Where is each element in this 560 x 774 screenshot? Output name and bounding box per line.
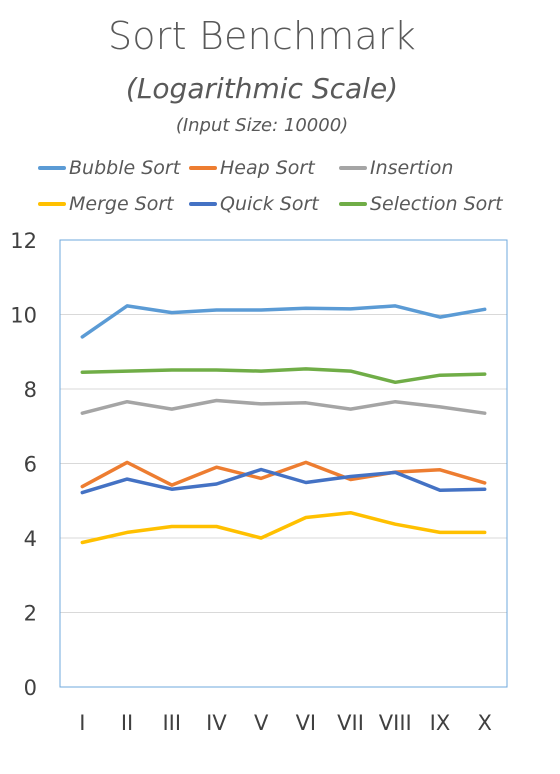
- legend-item-selection-sort: Selection Sort: [339, 193, 503, 215]
- x-tick-label: VII: [337, 711, 364, 735]
- legend-label: Heap Sort: [220, 157, 315, 179]
- legend-item-quick-sort: Quick Sort: [189, 193, 319, 215]
- legend-swatch: [38, 202, 66, 206]
- series-line-bubble-sort: [80, 304, 487, 339]
- chart-title: Sort Benchmark: [107, 14, 417, 58]
- legend-label: Merge Sort: [69, 193, 174, 215]
- legend-swatch: [38, 166, 66, 170]
- series-line-heap-sort: [80, 460, 487, 489]
- y-tick-label: 2: [24, 602, 37, 626]
- legend-label: Insertion: [370, 157, 454, 179]
- x-tick-label: V: [254, 711, 269, 735]
- series-line-merge-sort: [80, 510, 487, 545]
- series-line-quick-sort: [80, 467, 487, 495]
- legend-item-insertion: Insertion: [339, 157, 453, 179]
- legend-item-merge-sort: Merge Sort: [38, 193, 174, 215]
- y-tick-label: 0: [24, 676, 37, 700]
- legend-swatch: [189, 202, 217, 206]
- legend-label: Quick Sort: [220, 193, 319, 215]
- y-tick-label: 6: [24, 453, 37, 477]
- x-tick-label: IV: [206, 711, 227, 735]
- y-tick-label: 4: [24, 527, 37, 551]
- plot-area-border: [59, 239, 508, 688]
- x-tick-label: II: [121, 711, 133, 735]
- x-tick-label: IX: [430, 711, 451, 735]
- legend-item-heap-sort: Heap Sort: [189, 157, 315, 179]
- legend-label: Bubble Sort: [69, 157, 181, 179]
- y-tick-label: 10: [10, 304, 37, 328]
- series-line-insertion: [80, 398, 487, 415]
- y-tick-label: 12: [10, 229, 37, 253]
- x-tick-label: VIII: [379, 711, 412, 735]
- x-tick-label: I: [79, 711, 85, 735]
- x-tick-label: III: [162, 711, 181, 735]
- x-tick-label: X: [477, 711, 491, 735]
- x-tick-label: VI: [296, 711, 317, 735]
- series-line-selection-sort: [80, 367, 487, 385]
- legend-swatch: [189, 166, 217, 170]
- legend-swatch: [339, 202, 367, 206]
- chart-input-size-note: (Input Size: 10000): [175, 115, 349, 136]
- legend-label: Selection Sort: [370, 193, 503, 215]
- legend-swatch: [339, 166, 367, 170]
- legend-item-bubble-sort: Bubble Sort: [38, 157, 180, 179]
- y-tick-label: 8: [24, 378, 37, 402]
- chart-subtitle: (Logarithmic Scale): [125, 72, 399, 105]
